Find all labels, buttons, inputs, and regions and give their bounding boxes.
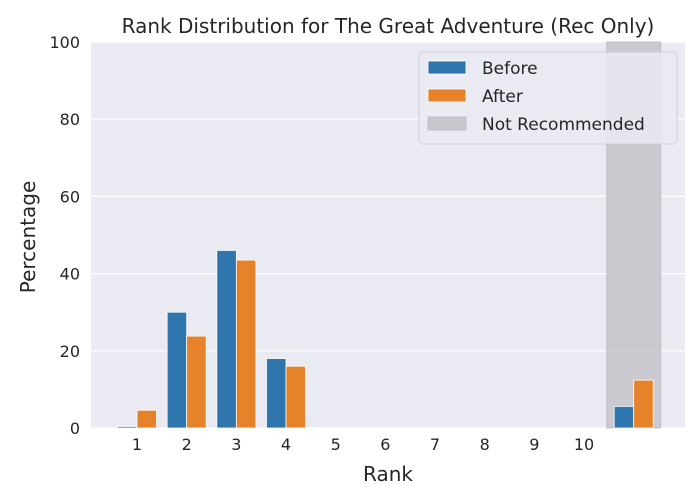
legend-swatch-before	[427, 60, 467, 75]
bar-after-4	[285, 365, 306, 429]
bar-before-2	[166, 311, 188, 429]
x-tick-label: 1	[132, 435, 142, 454]
legend-box	[418, 51, 678, 145]
y-tick-label: 100	[49, 33, 80, 52]
bars	[117, 250, 654, 429]
x-tick-label: 9	[529, 435, 539, 454]
x-tick-label: 7	[430, 435, 440, 454]
legend-label-before: Before	[482, 59, 538, 79]
x-tick-label: 2	[182, 435, 192, 454]
legend-label-not-recommended: Not Recommended	[482, 115, 645, 135]
y-axis-label: Percentage	[16, 181, 40, 294]
x-axis-label: Rank	[363, 462, 413, 486]
x-tick-label: 5	[331, 435, 341, 454]
bar-before-not-recommended	[613, 405, 635, 429]
chart-title: Rank Distribution for The Great Adventur…	[122, 14, 655, 38]
x-tick-label: 10	[574, 435, 594, 454]
y-tick-labels: 0 20 40 60 80 100	[49, 33, 80, 438]
y-tick-label: 40	[60, 265, 80, 284]
legend-swatch-after	[427, 88, 467, 103]
bar-before-4	[266, 358, 287, 429]
x-tick-label: 6	[380, 435, 390, 454]
bar-after-not-recommended	[633, 379, 654, 429]
x-tick-label: 8	[480, 435, 490, 454]
y-tick-label: 0	[70, 419, 80, 438]
y-tick-label: 60	[60, 187, 80, 206]
bar-before-3	[216, 250, 237, 429]
legend-swatch-not-recommended	[427, 116, 467, 131]
x-tick-label: 4	[281, 435, 291, 454]
bar-after-2	[186, 335, 207, 429]
bar-before-1	[117, 426, 138, 429]
y-tick-label: 20	[60, 342, 80, 361]
y-tick-label: 80	[60, 110, 80, 129]
x-tick-label: 3	[231, 435, 241, 454]
bar-after-3	[235, 259, 257, 429]
legend-label-after: After	[482, 87, 523, 107]
legend: Before After Not Recommended	[418, 51, 678, 145]
bar-after-1	[136, 409, 157, 429]
x-tick-labels: 1 2 3 4 5 6 7 8 9 10	[132, 435, 594, 454]
